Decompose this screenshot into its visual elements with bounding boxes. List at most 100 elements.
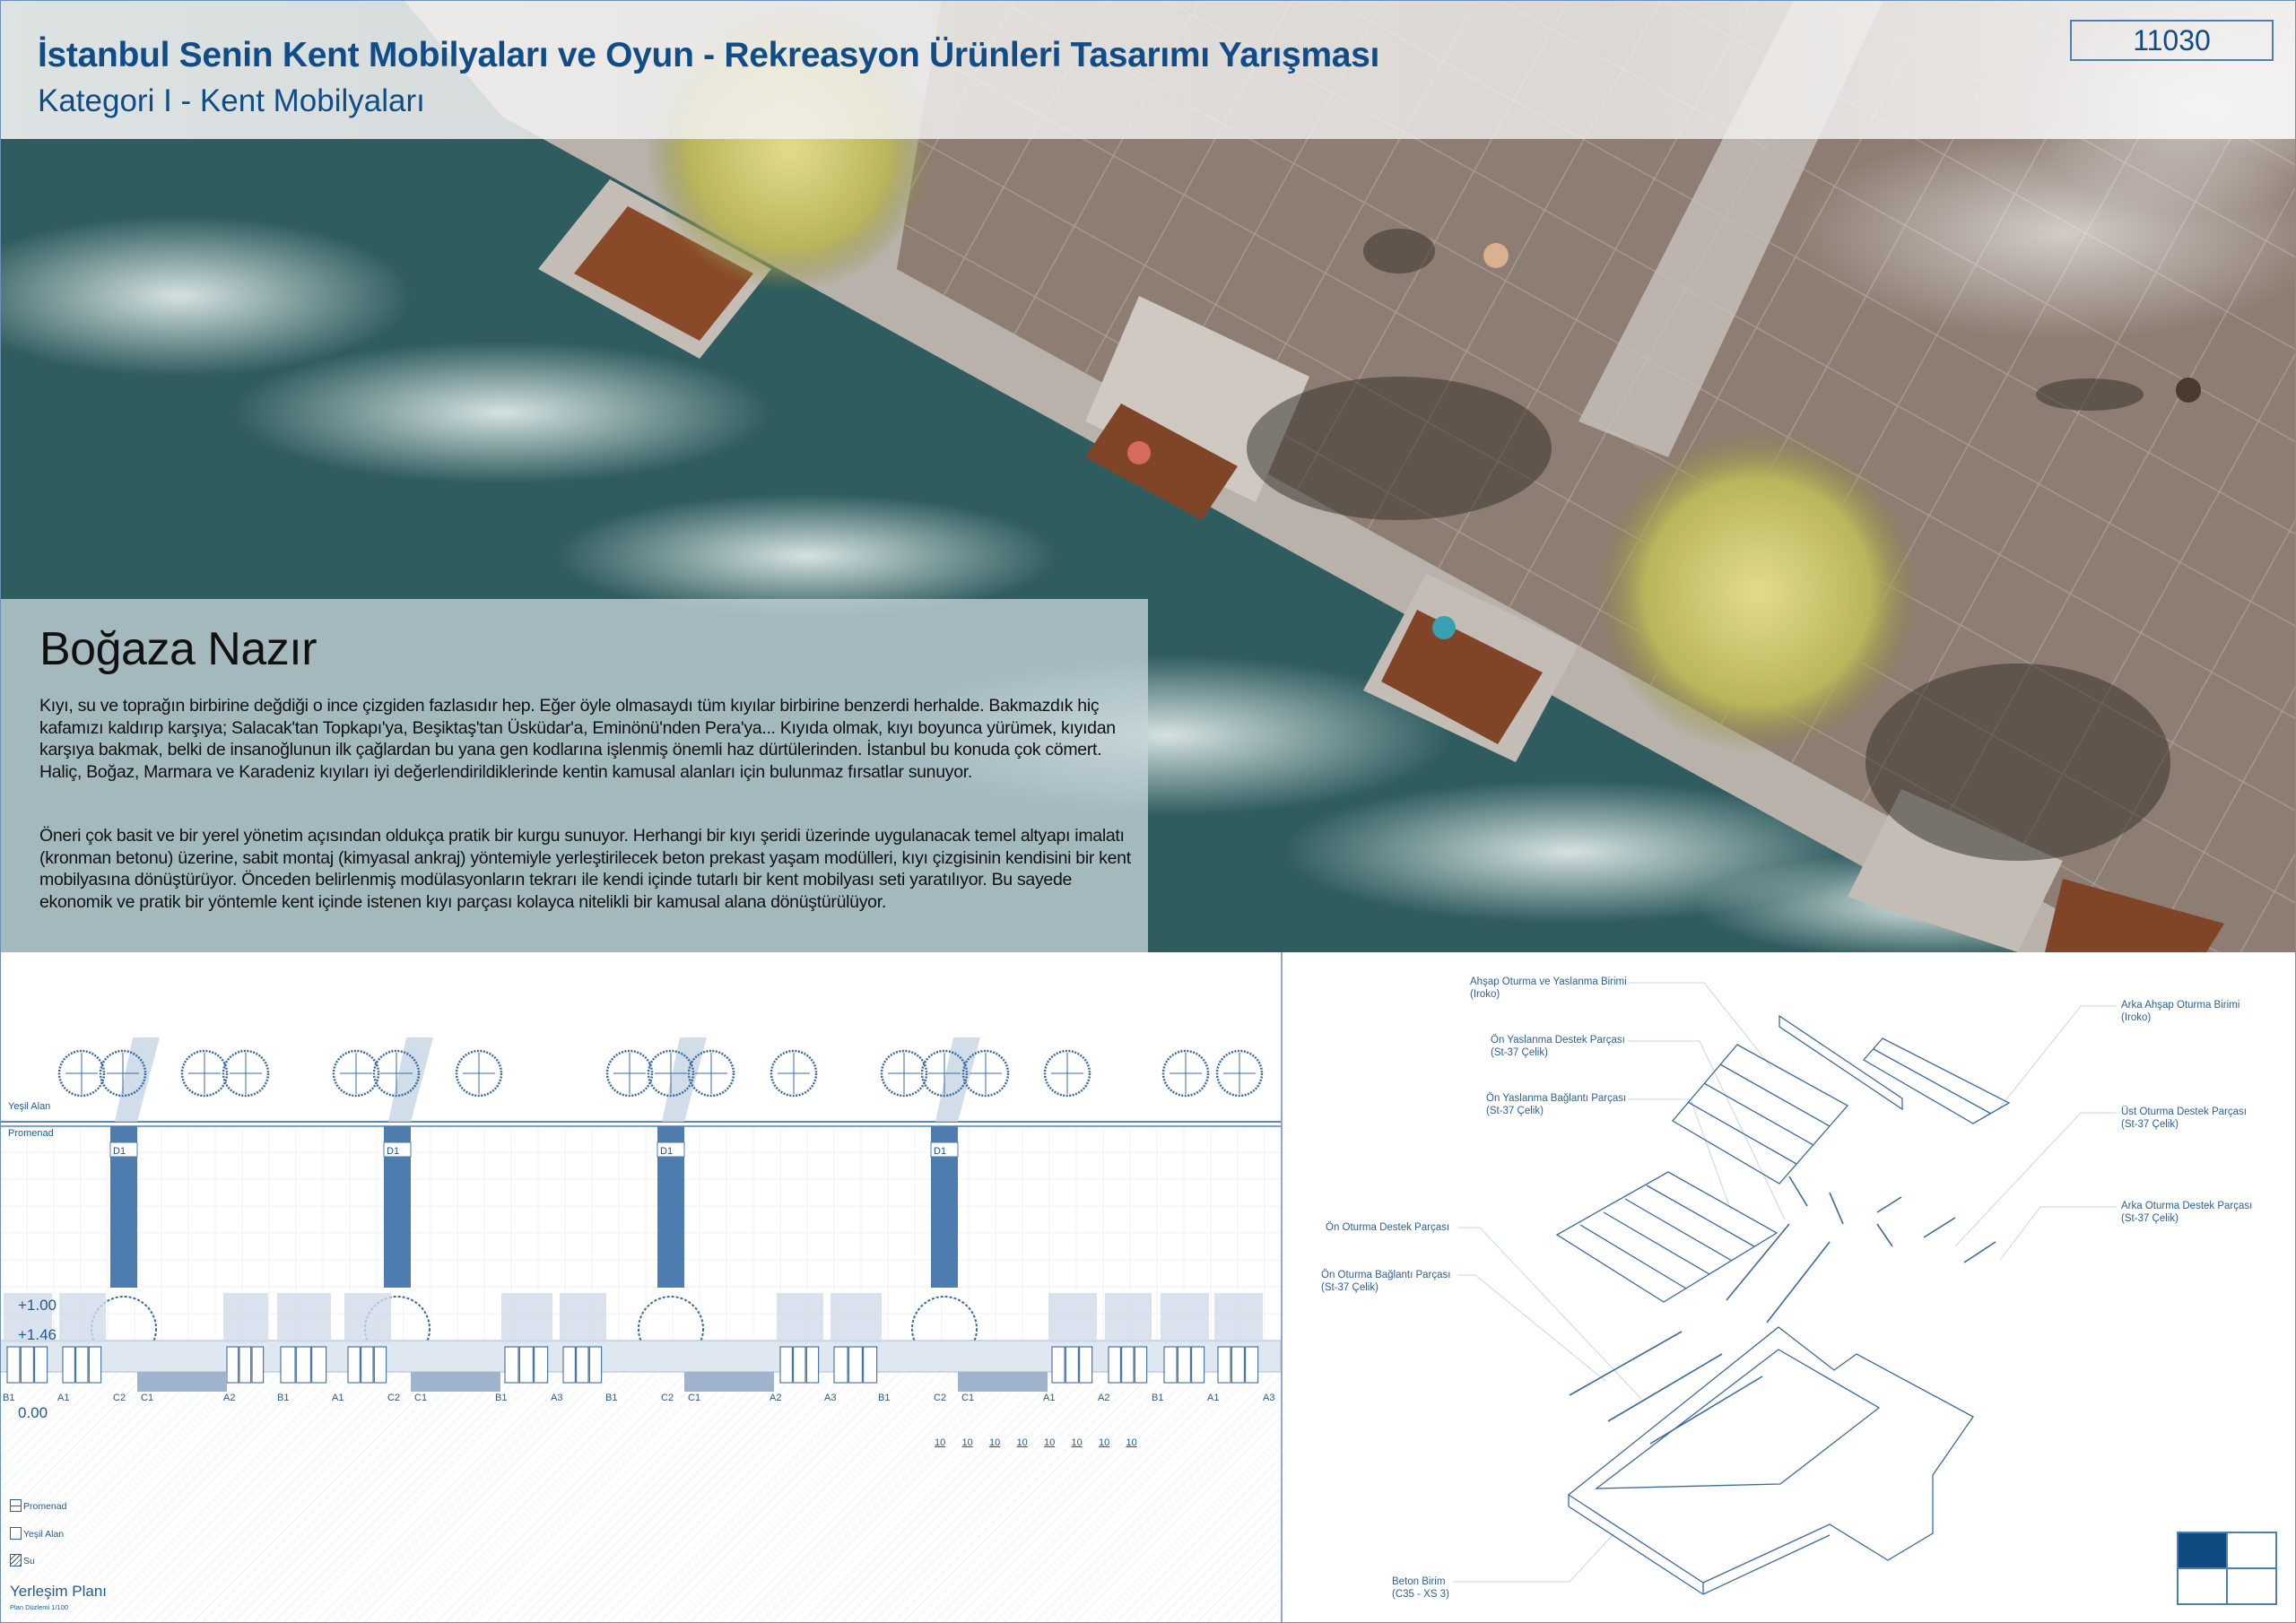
- raised-module: [223, 1293, 268, 1342]
- module-bench-slat: [226, 1346, 239, 1384]
- category-subtitle: Kategori I - Kent Mobilyaları: [38, 83, 425, 118]
- tree-symbol: [920, 1049, 969, 1098]
- tree-symbol: [605, 1049, 654, 1098]
- competition-title: İstanbul Senin Kent Mobilyaları ve Oyun …: [38, 36, 1380, 74]
- callout-material: (St-37 Çelik): [2121, 1119, 2179, 1130]
- callout-material: (C35 - XS 3): [1392, 1589, 1449, 1600]
- module-label: B1: [878, 1393, 891, 1403]
- callout-front-back-connector: Ön Yaslanma Bağlantı Parçası (St-37 Çelik…: [1486, 1092, 1626, 1117]
- tree-symbol: [647, 1049, 695, 1098]
- module-label: C2: [934, 1393, 947, 1403]
- dimension-label: 10: [1099, 1437, 1110, 1448]
- title-band: [0, 0, 2296, 139]
- callout-text: Arka Oturma Destek Parçası: [2121, 1201, 2253, 1211]
- shadows: [1247, 229, 2170, 861]
- callout-concrete-unit: Beton Birim (C35 - XS 3): [1392, 1575, 1449, 1601]
- tree-symbol: [687, 1049, 735, 1098]
- dimension-label: 10: [989, 1437, 1001, 1448]
- module-label: A3: [824, 1393, 837, 1403]
- legend-swatch-grid: [10, 1499, 22, 1512]
- raised-module: [344, 1293, 391, 1342]
- seating-modules: [538, 179, 2224, 952]
- module-label: B1: [495, 1393, 508, 1403]
- callout-back-seat-support: Arka Oturma Destek Parçası (St-37 Çelik): [2121, 1200, 2252, 1225]
- raised-module: [1161, 1293, 1209, 1342]
- module-label: B1: [605, 1393, 618, 1403]
- module-bench-slat: [1079, 1346, 1093, 1384]
- callout-text: Ahşap Oturma ve Yaslanma Birimi: [1470, 976, 1627, 987]
- module-bench-slat: [848, 1346, 863, 1384]
- step-module: [137, 1372, 227, 1392]
- path-shadow: [115, 1037, 160, 1122]
- module-label: A3: [1263, 1393, 1275, 1403]
- callout-front-seat-connector: Ön Oturma Bağlantı Parçası (St-37 Çelik): [1321, 1269, 1450, 1294]
- callout-material: (Iroko): [2121, 1012, 2152, 1023]
- legend-label: Su: [23, 1556, 35, 1567]
- concept-heading: Boğaza Nazır: [39, 623, 317, 675]
- module-label: C1: [961, 1393, 975, 1403]
- module-bench-slat: [1245, 1346, 1259, 1384]
- module-label: B1: [1152, 1393, 1164, 1403]
- module-bench-slat: [1163, 1346, 1178, 1384]
- level-marker: 0.00: [18, 1404, 48, 1421]
- path-shadow: [662, 1037, 707, 1122]
- module-bench-slat: [576, 1346, 589, 1384]
- module-label: A2: [770, 1393, 782, 1403]
- strip-label-box: [657, 1141, 685, 1158]
- callout-material: (Iroko): [1470, 989, 1500, 1000]
- callout-wood-seat-backrest: Ahşap Oturma ve Yaslanma Birimi (Iroko): [1470, 976, 1627, 1001]
- dimension-label: 10: [961, 1437, 973, 1448]
- raised-module: [777, 1293, 823, 1342]
- back-wood-seat-unit: [1779, 1014, 2011, 1124]
- raised-module: [560, 1293, 606, 1342]
- raised-module: [277, 1293, 331, 1342]
- module-bench-slat: [1108, 1346, 1121, 1384]
- module-label: B1: [277, 1393, 290, 1403]
- callout-back-wood-seat: Arka Ahşap Oturma Birimi (Iroko): [2121, 999, 2239, 1024]
- key-cell: [2227, 1568, 2276, 1604]
- module-bench-slat: [504, 1346, 519, 1384]
- callout-front-back-support: Ön Yaslanma Destek Parçası (St-37 Çelik): [1491, 1034, 1625, 1059]
- callout-material: (St-37 Çelik): [1486, 1106, 1544, 1116]
- strip-label: D1: [387, 1146, 399, 1157]
- callout-front-seat-support: Ön Oturma Destek Parçası: [1326, 1221, 1449, 1234]
- raised-module: [501, 1293, 552, 1342]
- leader-lines: [1453, 982, 2117, 1583]
- module-bench-slat: [295, 1346, 311, 1384]
- callout-text: Ön Oturma Destek Parçası: [1326, 1222, 1450, 1233]
- key-cell-active: [2178, 1532, 2227, 1568]
- callout-text: Ön Yaslanma Destek Parçası: [1491, 1035, 1625, 1046]
- tree-symbol: [961, 1049, 1010, 1098]
- tree-symbol: [1043, 1049, 1091, 1098]
- tree-symbol: [880, 1049, 928, 1098]
- module-bench-slat: [518, 1346, 534, 1384]
- steel-parts: [1569, 1176, 1996, 1445]
- legend-label: Yeşil Alan: [23, 1529, 65, 1540]
- raised-module: [1048, 1293, 1097, 1342]
- module-label: A2: [1098, 1393, 1110, 1403]
- tree-symbol: [1215, 1049, 1264, 1098]
- tree-symbol: [455, 1049, 503, 1098]
- module-label: A1: [1207, 1393, 1220, 1403]
- callout-material: (St-37 Çelik): [1491, 1047, 1548, 1058]
- aerial-render: [0, 0, 2296, 952]
- module-bench-slat: [534, 1346, 549, 1384]
- callout-text: Ön Oturma Bağlantı Parçası: [1321, 1270, 1451, 1280]
- exploded-axonometric: [1453, 982, 2117, 1595]
- module-bench-slat: [1051, 1346, 1065, 1384]
- zone-label-promenade: Promenad: [8, 1128, 54, 1139]
- tree-symbol: [180, 1049, 229, 1098]
- entry-number-box: 11030: [2070, 20, 2274, 61]
- module-label: A3: [551, 1393, 563, 1403]
- tree-canopy: [1596, 430, 1919, 753]
- dimension-label: 10: [1016, 1437, 1028, 1448]
- step-module: [684, 1372, 774, 1392]
- module-label: C2: [661, 1393, 674, 1403]
- path-shadow: [935, 1037, 980, 1122]
- water-hatch: [0, 1372, 1281, 1623]
- callout-material: (St-37 Çelik): [1321, 1282, 1378, 1293]
- module-bench-slat: [779, 1346, 793, 1384]
- module-bench-slat: [1231, 1346, 1245, 1384]
- module-bench-slat: [1121, 1346, 1135, 1384]
- raised-module: [59, 1293, 106, 1342]
